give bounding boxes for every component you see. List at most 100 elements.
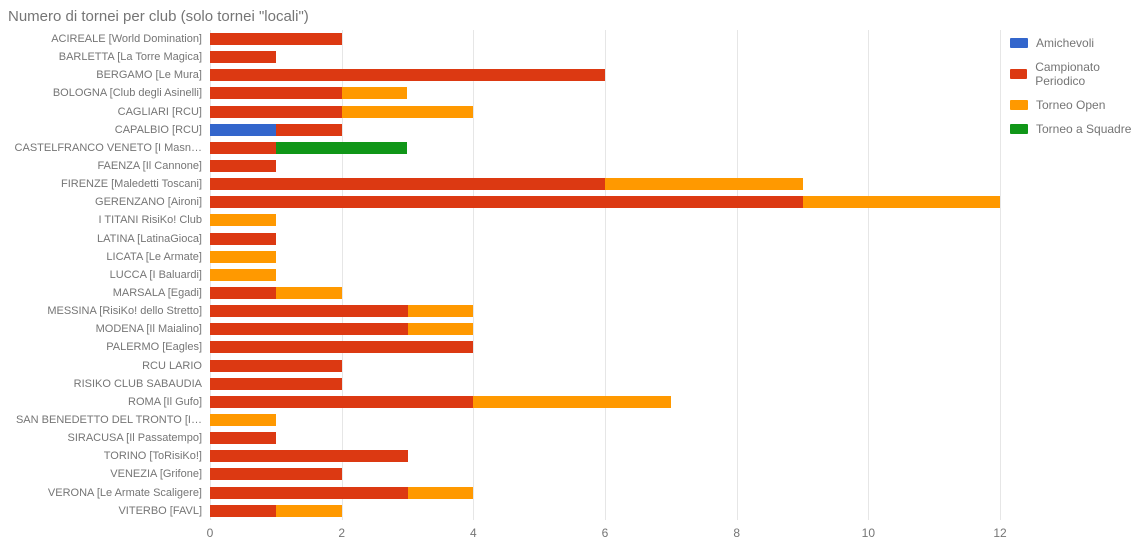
bar-segment-open <box>473 396 671 408</box>
bar-stack <box>210 360 342 372</box>
bar-label: RCU LARIO <box>142 360 202 372</box>
bar-segment-campionato <box>276 124 342 136</box>
legend-label: Torneo a Squadre <box>1036 122 1131 136</box>
legend-swatch <box>1010 100 1028 110</box>
bar-row: CAGLIARI [RCU] <box>210 105 1000 119</box>
bar-row: GERENZANO [Aironi] <box>210 195 1000 209</box>
bar-label: MESSINA [RisiKo! dello Stretto] <box>47 305 202 317</box>
bar-stack <box>210 142 407 154</box>
bar-label: BARLETTA [La Torre Magica] <box>59 51 202 63</box>
grid-line <box>1000 30 1001 520</box>
legend-item-open[interactable]: Torneo Open <box>1010 98 1148 112</box>
legend-item-squadre[interactable]: Torneo a Squadre <box>1010 122 1148 136</box>
bar-row: VERONA [Le Armate Scaligere] <box>210 486 1000 500</box>
bar-segment-open <box>408 487 474 499</box>
bar-segment-campionato <box>210 142 276 154</box>
bar-label: VERONA [Le Armate Scaligere] <box>48 487 202 499</box>
bar-row: SAN BENEDETTO DEL TRONTO [I… <box>210 413 1000 427</box>
bar-segment-campionato <box>210 106 342 118</box>
bar-segment-open <box>210 214 276 226</box>
legend-item-amichevoli[interactable]: Amichevoli <box>1010 36 1148 50</box>
bar-row: MESSINA [RisiKo! dello Stretto] <box>210 304 1000 318</box>
bar-row: BOLOGNA [Club degli Asinelli] <box>210 86 1000 100</box>
bar-row: LATINA [LatinaGioca] <box>210 232 1000 246</box>
legend-swatch <box>1010 38 1028 48</box>
bar-row: TORINO [ToRisiKo!] <box>210 449 1000 463</box>
x-axis-tick-label: 8 <box>733 526 740 540</box>
bar-segment-open <box>276 287 342 299</box>
bar-label: LATINA [LatinaGioca] <box>97 233 202 245</box>
bar-row: FAENZA [Il Cannone] <box>210 159 1000 173</box>
bar-segment-campionato <box>210 505 276 517</box>
bar-stack <box>210 323 473 335</box>
bar-stack <box>210 233 276 245</box>
bar-label: SIRACUSA [Il Passatempo] <box>68 432 203 444</box>
bar-stack <box>210 305 473 317</box>
bar-row: BARLETTA [La Torre Magica] <box>210 50 1000 64</box>
bar-segment-campionato <box>210 487 408 499</box>
bar-segment-campionato <box>210 450 408 462</box>
bar-row: ROMA [Il Gufo] <box>210 395 1000 409</box>
bar-segment-open <box>408 323 474 335</box>
bar-segment-open <box>210 269 276 281</box>
bar-label: CAGLIARI [RCU] <box>118 106 202 118</box>
x-axis-tick-label: 4 <box>470 526 477 540</box>
bar-label: VITERBO [FAVL] <box>118 505 202 517</box>
bar-stack <box>210 106 473 118</box>
bar-segment-campionato <box>210 378 342 390</box>
bar-row: PALERMO [Eagles] <box>210 340 1000 354</box>
bar-row: LUCCA [I Baluardi] <box>210 268 1000 282</box>
bar-row: FIRENZE [Maledetti Toscani] <box>210 177 1000 191</box>
bar-label: RISIKO CLUB SABAUDIA <box>74 378 202 390</box>
bar-stack <box>210 287 342 299</box>
bar-segment-campionato <box>210 468 342 480</box>
bar-segment-campionato <box>210 323 408 335</box>
bar-segment-campionato <box>210 396 473 408</box>
bar-label: LUCCA [I Baluardi] <box>110 269 202 281</box>
bar-label: ROMA [Il Gufo] <box>128 396 202 408</box>
bar-segment-campionato <box>210 341 473 353</box>
bar-row: I TITANI RisiKo! Club <box>210 213 1000 227</box>
legend-label: Amichevoli <box>1036 36 1094 50</box>
bar-segment-campionato <box>210 305 408 317</box>
bar-segment-campionato <box>210 233 276 245</box>
bar-label: CASTELFRANCO VENETO [I Masn… <box>15 142 202 154</box>
bar-stack <box>210 51 276 63</box>
bar-label: SAN BENEDETTO DEL TRONTO [I… <box>16 414 202 426</box>
bar-segment-campionato <box>210 69 605 81</box>
bar-stack <box>210 432 276 444</box>
bar-label: FIRENZE [Maledetti Toscani] <box>61 178 202 190</box>
bar-row: SIRACUSA [Il Passatempo] <box>210 431 1000 445</box>
bar-stack <box>210 396 671 408</box>
chart-title: Numero di tornei per club (solo tornei "… <box>8 8 309 25</box>
bar-label: MODENA [Il Maialino] <box>96 323 202 335</box>
bar-stack <box>210 468 342 480</box>
bar-segment-open <box>276 505 342 517</box>
bar-segment-campionato <box>210 432 276 444</box>
legend-label: Campionato Periodico <box>1035 60 1148 88</box>
bar-stack <box>210 87 407 99</box>
legend-label: Torneo Open <box>1036 98 1105 112</box>
bar-label: BOLOGNA [Club degli Asinelli] <box>53 87 202 99</box>
bar-segment-campionato <box>210 160 276 172</box>
x-axis-tick-label: 0 <box>207 526 214 540</box>
bar-label: ACIREALE [World Domination] <box>51 33 202 45</box>
bar-label: VENEZIA [Grifone] <box>110 468 202 480</box>
bar-segment-campionato <box>210 33 342 45</box>
bar-row: RISIKO CLUB SABAUDIA <box>210 377 1000 391</box>
bar-segment-campionato <box>210 360 342 372</box>
bar-segment-squadre <box>276 142 408 154</box>
bar-stack <box>210 178 803 190</box>
bar-segment-open <box>342 106 474 118</box>
bar-segment-open <box>408 305 474 317</box>
bar-label: BERGAMO [Le Mura] <box>96 69 202 81</box>
legend-item-campionato[interactable]: Campionato Periodico <box>1010 60 1148 88</box>
bar-row: CASTELFRANCO VENETO [I Masn… <box>210 141 1000 155</box>
bar-stack <box>210 450 408 462</box>
bar-label: TORINO [ToRisiKo!] <box>104 450 202 462</box>
bar-label: I TITANI RisiKo! Club <box>98 214 202 226</box>
bar-label: LICATA [Le Armate] <box>106 251 202 263</box>
bar-row: BERGAMO [Le Mura] <box>210 68 1000 82</box>
x-axis-tick-label: 2 <box>338 526 345 540</box>
bar-row: MARSALA [Egadi] <box>210 286 1000 300</box>
